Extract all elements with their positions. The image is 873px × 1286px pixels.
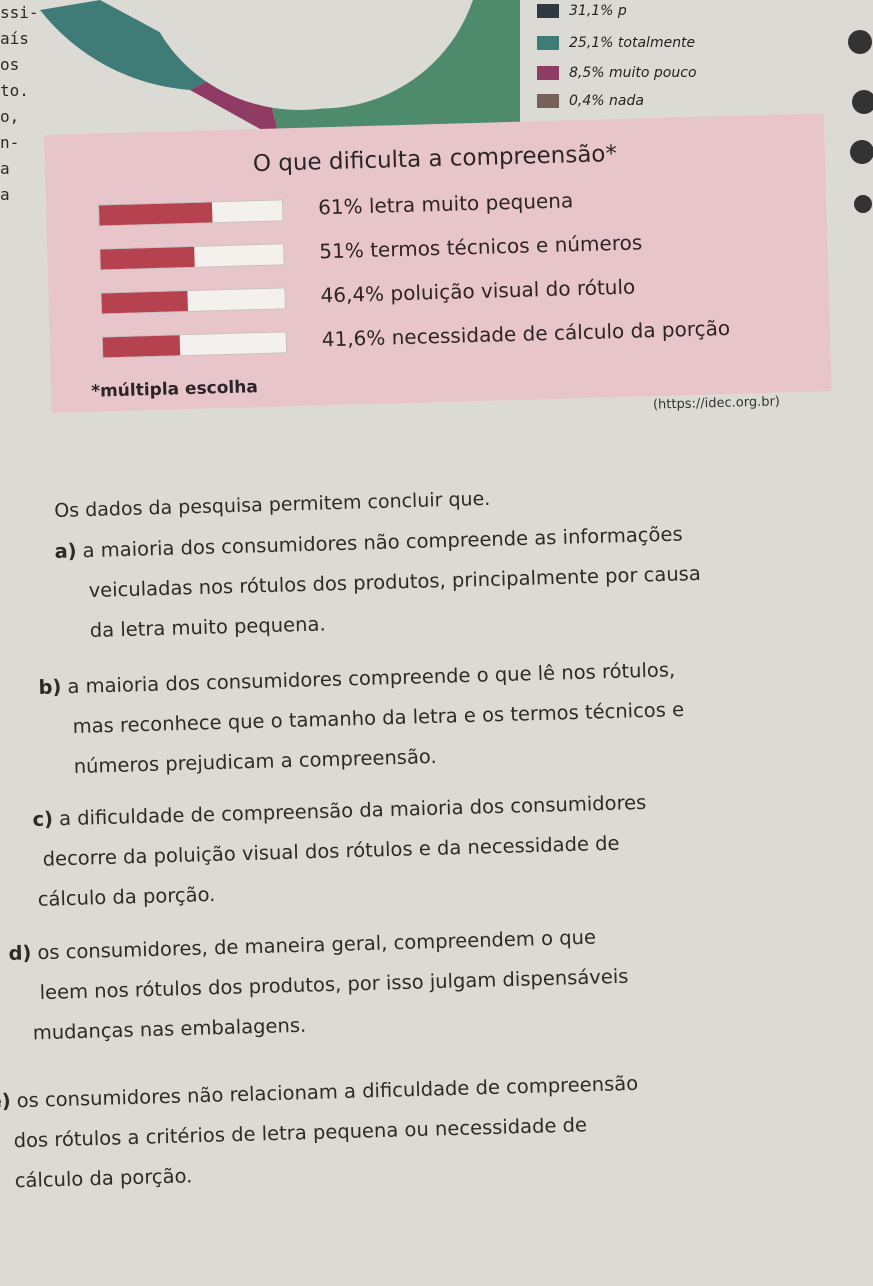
legend-label: 8,5% muito pouco	[569, 65, 697, 81]
source-citation: (https://idec.org.br)	[652, 394, 781, 413]
bar	[100, 246, 196, 270]
margin-mark	[854, 195, 872, 213]
option-letter: c)	[32, 807, 54, 831]
option-b: b) a maioria dos consumidores compreende …	[38, 646, 821, 788]
margin-fragment: os	[0, 55, 20, 74]
legend-label: 31,1% p	[569, 3, 627, 19]
option-letter: d)	[8, 941, 32, 965]
donut-slice-teal	[40, 0, 230, 90]
bar-track	[97, 199, 284, 227]
option-a: a) a maioria dos consumidores não compree…	[54, 510, 837, 652]
margin-mark	[850, 140, 873, 164]
margin-fragment: o,	[0, 107, 20, 126]
bar	[98, 202, 213, 226]
margin-fragment: a	[0, 159, 10, 178]
margin-mark	[852, 90, 873, 114]
legend-label: 0,4% nada	[569, 93, 644, 109]
donut-hole	[145, 0, 455, 110]
option-d: d) os consumidores, de maneira geral, com…	[8, 912, 791, 1054]
option-e: e) os consumidores não relacionam a dific…	[0, 1060, 771, 1202]
legend-swatch	[537, 36, 559, 50]
bar-track	[101, 331, 288, 359]
bar	[101, 291, 188, 314]
donut-slice-purple	[190, 70, 280, 140]
bar-row: 51% termos técnicos e números	[99, 225, 820, 275]
margin-fragment: n-	[0, 133, 20, 152]
bar-label: 51% termos técnicos e números	[319, 230, 643, 264]
bar-label: 61% letra muito pequena	[317, 188, 574, 220]
option-letter: a)	[54, 539, 77, 563]
bar-track	[100, 287, 286, 315]
legend-item: 8,5% muito pouco	[537, 62, 697, 84]
legend-item: 25,1% totalmente	[537, 32, 695, 54]
margin-fragment: a	[0, 185, 10, 204]
legend-label: 25,1% totalmente	[569, 35, 696, 51]
question-stem: Os dados da pesquisa permitem concluir q…	[54, 487, 491, 522]
bar-label: 41,6% necessidade de cálculo da porção	[321, 315, 731, 352]
bar-row: 61% letra muito pequena	[97, 181, 819, 231]
option-c: c) a dificuldade de compreensão da maiori…	[32, 778, 815, 920]
margin-fragment: ssi-	[0, 3, 39, 22]
option-letter: e)	[0, 1089, 11, 1113]
option-text: os consumidores, de maneira geral, compr…	[37, 925, 597, 965]
legend-item: 0,4% nada	[537, 90, 644, 112]
bar-row: 46,4% poluição visual do rótulo	[100, 269, 821, 319]
bar-label: 46,4% poluição visual do rótulo	[320, 274, 636, 308]
chart-title: O que dificulta a compreensão*	[252, 141, 618, 178]
bar	[102, 335, 181, 358]
legend-swatch	[537, 4, 559, 18]
margin-fragment: to.	[0, 81, 29, 100]
donut-chart	[40, 0, 520, 140]
margin-fragment: aís	[0, 29, 29, 48]
difficulty-chart-panel: O que dificulta a compreensão* 61% letra…	[44, 113, 832, 413]
legend-swatch	[537, 66, 559, 80]
donut-slice-green	[270, 0, 520, 140]
legend-swatch	[537, 94, 559, 108]
bar-track	[99, 243, 285, 271]
margin-mark	[848, 30, 872, 54]
bar-row: 41,6% necessidade de cálculo da porção	[101, 313, 823, 363]
legend-item: 31,1% p	[537, 0, 627, 22]
option-letter: b)	[38, 675, 62, 699]
margin-fragments: ssi- aís os to. o, n- a a	[0, 0, 39, 208]
chart-footnote: *múltipla escolha	[90, 377, 259, 402]
